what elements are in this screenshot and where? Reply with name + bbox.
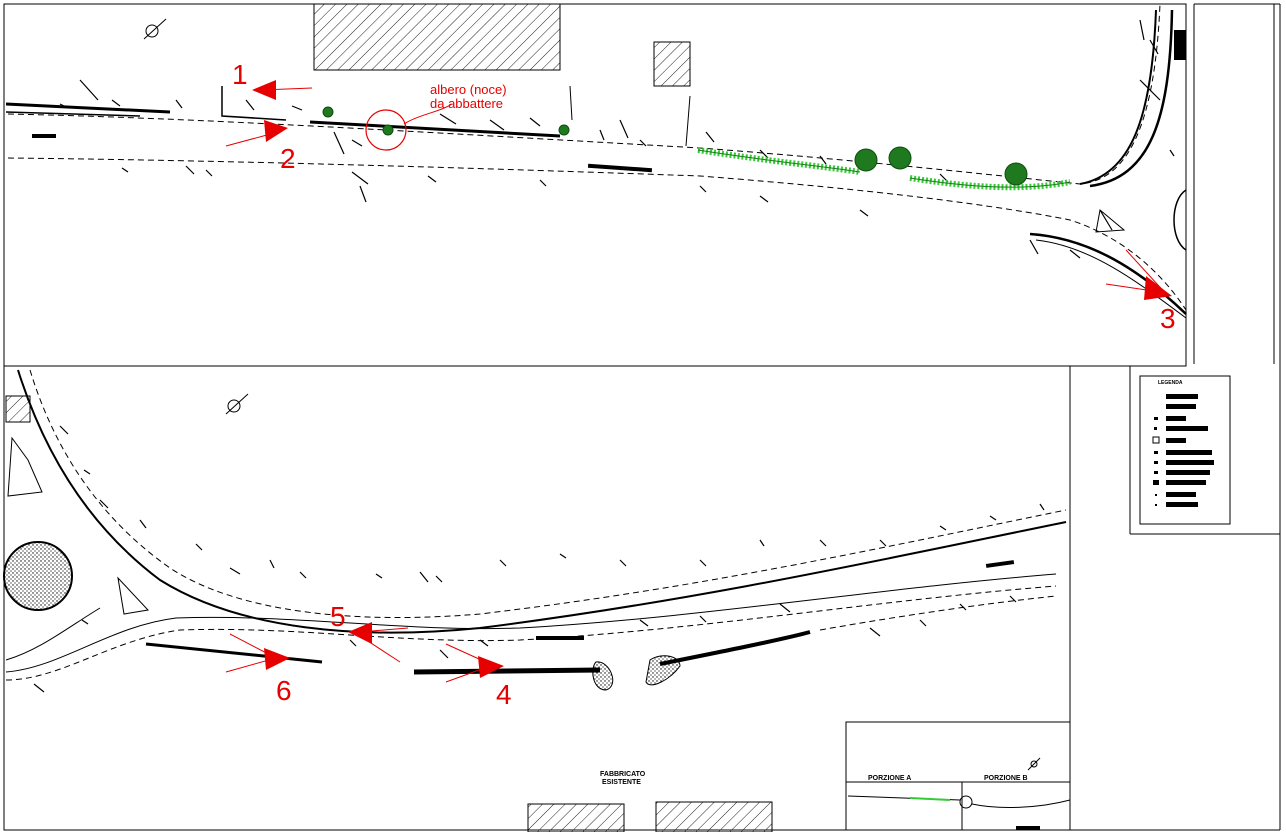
north-arrow-icon (225, 393, 249, 415)
tree-removal-circle (365, 109, 407, 151)
bottom-panel: 4 5 6 FABBRICATO ESISTENTE (3, 369, 1067, 832)
road-marking (536, 636, 584, 640)
annotation-leader (403, 103, 453, 125)
marker-label: 1 (232, 59, 248, 90)
keymap: PORZIONE A PORZIONE B (845, 721, 1071, 831)
marker-label: 2 (280, 143, 296, 174)
road-marking (587, 163, 653, 173)
marker-label: 5 (330, 601, 346, 632)
building-label-line-1: FABBRICATO (600, 771, 646, 778)
road-marking (32, 134, 56, 138)
legend: LEGENDA (1139, 375, 1231, 525)
road-edges (5, 3, 1187, 319)
crosswalk (1174, 30, 1186, 60)
hedge-vegetation (697, 147, 1071, 191)
north-arrow-icon (143, 18, 167, 40)
roundabout (3, 436, 150, 615)
marker-label: 6 (276, 675, 292, 706)
roundabout-partial (1095, 189, 1187, 251)
tree-icon (888, 146, 912, 170)
north-arrow-icon (1027, 757, 1041, 771)
view-marker-3: 3 (1105, 249, 1176, 334)
keymap-left-label: PORZIONE A (868, 775, 911, 782)
building-label-line-2: ESISTENTE (602, 779, 641, 786)
hatched-building (313, 3, 561, 71)
arrow-icon (264, 120, 288, 142)
legend-title: LEGENDA (1158, 380, 1183, 386)
view-marker-1: 1 (232, 59, 313, 100)
tree-icon (1004, 162, 1028, 186)
road-marking (985, 560, 1015, 568)
annotation-line-1: albero (noce) (430, 82, 507, 97)
tree-icon (322, 106, 334, 118)
view-marker-2: 2 (225, 120, 296, 174)
tree-icon (382, 124, 394, 136)
arrow-icon (264, 648, 290, 670)
arrow-icon (1144, 276, 1172, 300)
island-stippled (592, 661, 614, 691)
survey-ticks (59, 19, 1175, 259)
hatched-building (655, 801, 773, 832)
marker-label: 4 (496, 679, 512, 710)
view-marker-5: 5 (330, 601, 409, 663)
crosswalk (5, 395, 31, 423)
top-panel-border (3, 3, 1187, 367)
arrow-icon (348, 622, 372, 644)
view-marker-6: 6 (225, 633, 292, 706)
annotation-line-2: da abbattere (430, 96, 503, 111)
arrow-icon (252, 80, 276, 100)
survey-ticks (33, 425, 1045, 693)
hatched-building (527, 803, 625, 832)
island-stippled (645, 655, 681, 686)
arrow-icon (478, 656, 504, 678)
tree-icon (854, 148, 878, 172)
view-marker-4: 4 (445, 643, 512, 710)
marker-label: 3 (1160, 303, 1176, 334)
top-panel: albero (noce) da abbattere 1 2 3 (5, 3, 1187, 334)
sheet-frame (3, 3, 1281, 831)
hatched-building-small (653, 41, 691, 87)
tree-icon (558, 124, 570, 136)
trees (322, 106, 1028, 186)
road-edges (5, 369, 1067, 681)
keymap-right-label: PORZIONE B (984, 775, 1028, 782)
